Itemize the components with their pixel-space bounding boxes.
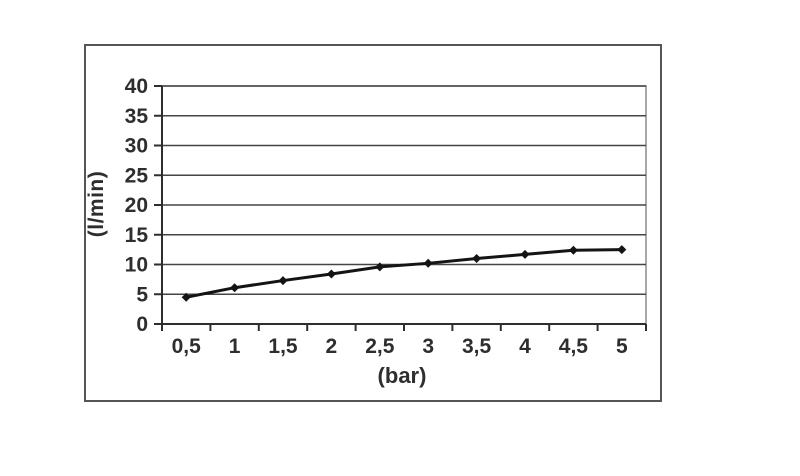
data-point-marker <box>617 245 627 255</box>
y-axis-title: (l/min) <box>85 170 108 238</box>
data-point-marker <box>230 283 240 293</box>
x-tick-label: 4,5 <box>559 335 589 358</box>
data-point-marker <box>520 249 530 259</box>
y-tick-label: 20 <box>125 194 148 217</box>
x-tick-label: 2,5 <box>365 335 395 358</box>
y-tick-label: 5 <box>136 283 148 306</box>
data-point-marker <box>568 245 578 255</box>
chart-frame: 0 5 10 15 20 25 30 35 40 0,5 1 1,5 2 2,5 3 3,5 4 4,5 5 (l/… <box>84 44 662 402</box>
x-tick-label: 1,5 <box>268 335 298 358</box>
x-tick-label: 3,5 <box>462 335 492 358</box>
x-tick-label: 4 <box>519 335 531 358</box>
x-tick-label: 5 <box>616 335 628 358</box>
y-tick-label: 10 <box>125 254 148 277</box>
y-tick-label: 40 <box>125 75 148 98</box>
data-point-marker <box>472 254 482 264</box>
y-tick-label: 25 <box>125 164 149 187</box>
x-tick-label: 1 <box>229 335 241 358</box>
x-tick-label: 3 <box>422 335 434 358</box>
y-tick-label: 0 <box>136 313 148 336</box>
data-point-marker <box>181 292 191 302</box>
data-point-marker <box>423 258 433 268</box>
y-tick-label: 30 <box>125 135 148 158</box>
data-point-marker <box>326 269 336 279</box>
x-tick-label: 0,5 <box>172 335 202 358</box>
data-point-marker <box>278 276 288 286</box>
x-tick-label: 2 <box>326 335 338 358</box>
flow-rate-line-chart: 0 5 10 15 20 25 30 35 40 0,5 1 1,5 2 2,5 3 3,5 4 4,5 5 <box>125 75 647 358</box>
y-tick-label: 35 <box>125 105 149 128</box>
y-tick-label: 15 <box>125 224 149 247</box>
data-point-marker <box>375 262 385 272</box>
x-axis-title: (bar) <box>377 363 427 388</box>
data-line-flow-rate-curve <box>184 248 624 299</box>
